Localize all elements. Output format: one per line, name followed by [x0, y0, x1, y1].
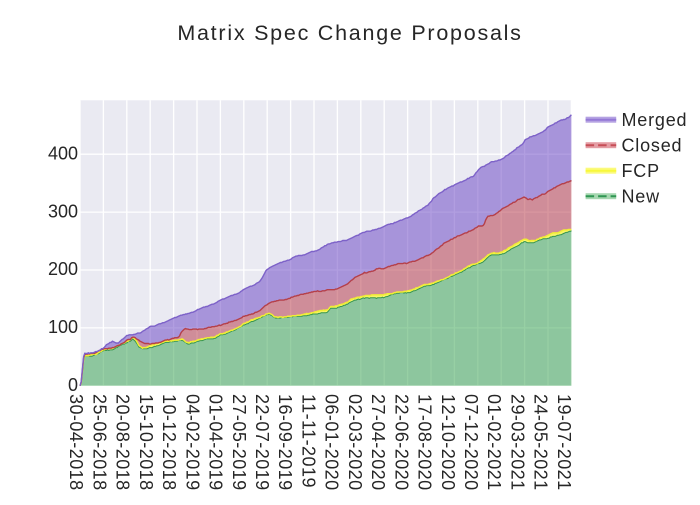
svg-text:20-08-2018: 20-08-2018 — [113, 394, 133, 491]
svg-text:FCP: FCP — [622, 161, 660, 181]
svg-text:04-02-2019: 04-02-2019 — [182, 394, 202, 491]
svg-text:01-02-2021: 01-02-2021 — [484, 394, 504, 491]
svg-text:02-03-2020: 02-03-2020 — [345, 394, 365, 491]
svg-text:12-10-2020: 12-10-2020 — [438, 394, 458, 491]
svg-text:29-03-2021: 29-03-2021 — [507, 394, 527, 491]
svg-text:22-06-2020: 22-06-2020 — [391, 394, 411, 491]
svg-text:Closed: Closed — [622, 136, 683, 156]
svg-text:400: 400 — [48, 143, 78, 163]
svg-text:200: 200 — [48, 259, 78, 279]
svg-text:25-06-2018: 25-06-2018 — [90, 394, 110, 491]
svg-text:30-04-2018: 30-04-2018 — [66, 394, 86, 491]
svg-text:300: 300 — [48, 201, 78, 221]
svg-text:27-04-2020: 27-04-2020 — [368, 394, 388, 491]
svg-text:22-07-2019: 22-07-2019 — [252, 394, 272, 491]
svg-text:Matrix Spec Change Proposals: Matrix Spec Change Proposals — [177, 21, 522, 45]
svg-text:Merged: Merged — [622, 110, 688, 130]
svg-text:24-05-2021: 24-05-2021 — [531, 394, 551, 491]
svg-text:17-08-2020: 17-08-2020 — [415, 394, 435, 491]
svg-text:New: New — [622, 187, 661, 207]
svg-text:01-04-2019: 01-04-2019 — [206, 394, 226, 491]
svg-text:0: 0 — [68, 375, 78, 395]
svg-text:19-07-2021: 19-07-2021 — [554, 394, 574, 491]
svg-text:100: 100 — [48, 317, 78, 337]
svg-text:15-10-2018: 15-10-2018 — [136, 394, 156, 491]
svg-text:07-12-2020: 07-12-2020 — [461, 394, 481, 491]
svg-text:11-11-2019: 11-11-2019 — [298, 394, 318, 488]
svg-text:10-12-2018: 10-12-2018 — [159, 394, 179, 491]
svg-text:27-05-2019: 27-05-2019 — [229, 394, 249, 491]
svg-text:06-01-2020: 06-01-2020 — [322, 394, 342, 491]
svg-text:16-09-2019: 16-09-2019 — [275, 394, 295, 491]
